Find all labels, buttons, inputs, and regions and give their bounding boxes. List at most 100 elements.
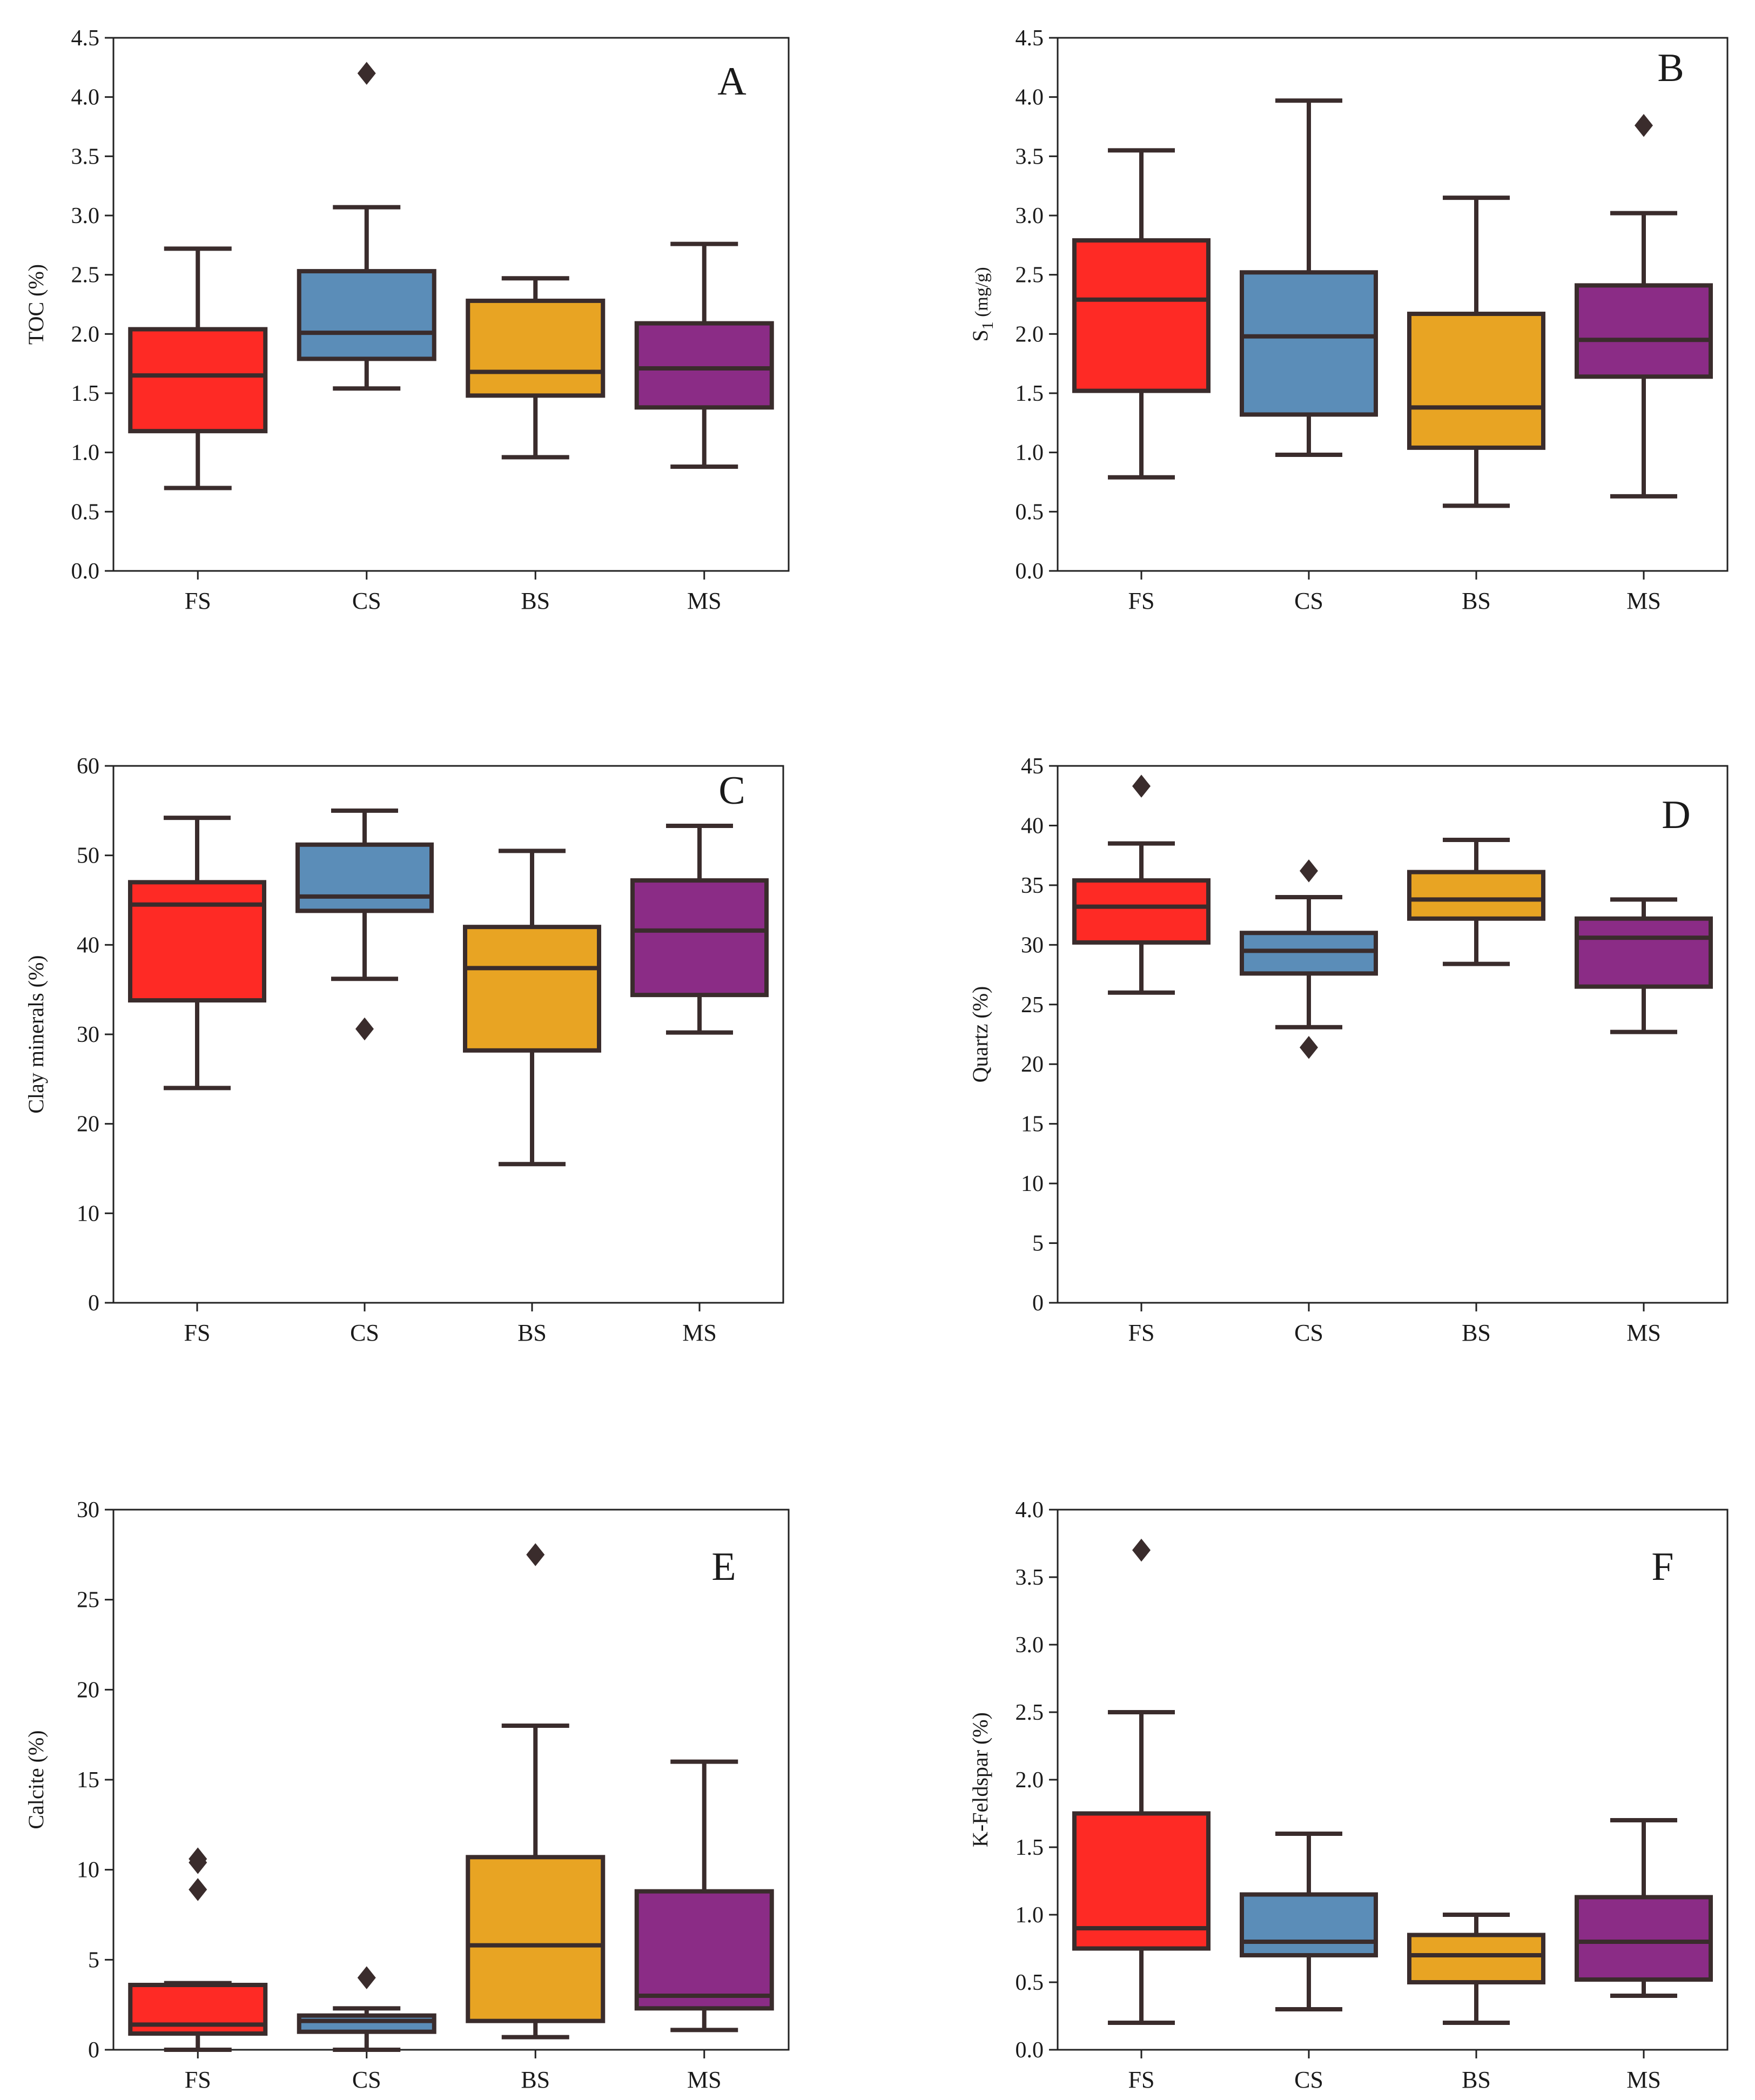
y-tick-label: 40 xyxy=(77,933,99,958)
chart-panel-b: 0.0 0.5 1.0 1.5 2.0 2.5 3.0 3.5 4.0 4.5 FS CS BS MS S1… xyxy=(968,26,1729,614)
y-tick-label: 4.0 xyxy=(71,85,100,110)
y-tick-label: 1.0 xyxy=(71,441,100,466)
y-tick-label: 25 xyxy=(1021,993,1044,1018)
chart-panel-c: 0 10 20 30 40 50 60 FS CS BS MS Clay minerals (%) C xyxy=(24,754,784,1346)
y-tick-label: 10 xyxy=(1021,1172,1044,1196)
y-tick-label: 3.0 xyxy=(1016,1633,1044,1658)
y-tick-label: 4.5 xyxy=(71,26,100,51)
y-tick-label: 1.5 xyxy=(1016,1835,1044,1860)
box-fs xyxy=(128,246,268,490)
box-ms xyxy=(634,241,774,469)
y-tick-label: 0.0 xyxy=(71,559,100,584)
y-tick-label: 40 xyxy=(1021,813,1044,838)
y-axis-label: TOC (%) xyxy=(24,264,48,345)
box-ms xyxy=(1575,897,1713,1034)
y-tick-label: 30 xyxy=(77,1498,99,1523)
outlier-marker xyxy=(357,1966,376,1989)
box-body xyxy=(630,878,769,998)
x-tick-label-bs: BS xyxy=(1462,2067,1491,2093)
x-tick-label-cs: CS xyxy=(1294,588,1323,614)
x-tick-label-fs: FS xyxy=(185,588,211,614)
box-bs xyxy=(1407,837,1545,966)
box-body xyxy=(1575,283,1713,379)
panel-letter: F xyxy=(1651,1545,1673,1589)
box-body xyxy=(1240,931,1378,976)
x-tick-label-fs: FS xyxy=(1128,588,1155,614)
y-tick-label: 1.5 xyxy=(1016,381,1044,406)
y-tick-label: 60 xyxy=(77,754,99,779)
box-body xyxy=(634,1889,774,2011)
y-tick-label: 0.5 xyxy=(71,500,100,524)
box-body xyxy=(1072,1811,1211,1951)
y-tick-label: 3.5 xyxy=(1016,1565,1044,1590)
x-tick-label-cs: CS xyxy=(352,588,381,614)
y-tick-label: 4.0 xyxy=(1016,1498,1044,1523)
y-tick-label: 0 xyxy=(88,1291,99,1316)
chart-panel-a: 0.0 0.5 1.0 1.5 2.0 2.5 3.0 3.5 4.0 4.5 FS CS BS MS TO… xyxy=(24,26,790,614)
y-tick-label: 20 xyxy=(77,1678,99,1702)
y-tick-label: 35 xyxy=(1021,873,1044,898)
outlier-marker xyxy=(1300,859,1318,883)
box-fs xyxy=(128,1847,268,2052)
box-fs xyxy=(1072,148,1211,480)
y-tick-label: 0.5 xyxy=(1016,1970,1044,1995)
panel-letter: D xyxy=(1662,793,1690,837)
x-tick-label-cs: CS xyxy=(1294,1320,1323,1346)
outlier-marker xyxy=(357,62,376,85)
panel-letter: E xyxy=(711,1545,736,1589)
y-tick-label: 4.5 xyxy=(1016,26,1044,51)
panel-letter: B xyxy=(1657,46,1684,90)
y-tick-label: 2.5 xyxy=(1016,263,1044,288)
chart-panel-d: 0 5 10 15 20 25 30 35 40 45 FS CS BS MS Quartz (%) D xyxy=(968,754,1729,1346)
box-cs xyxy=(1240,1832,1378,2011)
y-tick-label: 15 xyxy=(77,1768,99,1793)
outlier-marker xyxy=(1300,1036,1318,1059)
y-tick-label: 0.0 xyxy=(1016,559,1044,584)
box-ms xyxy=(1575,114,1713,499)
outlier-marker xyxy=(1132,775,1151,798)
y-tick-label: 25 xyxy=(77,1588,99,1613)
box-cs xyxy=(297,62,436,391)
y-tick-label: 1.5 xyxy=(71,381,100,406)
box-fs xyxy=(1072,1538,1211,2025)
y-tick-label: 30 xyxy=(1021,933,1044,958)
box-body xyxy=(1407,870,1545,921)
y-tick-label: 0.0 xyxy=(1016,2038,1044,2063)
box-body xyxy=(1240,270,1378,417)
box-fs xyxy=(1072,775,1211,995)
x-tick-label-cs: CS xyxy=(350,1320,379,1346)
box-body xyxy=(1240,1892,1378,1957)
y-tick-label: 20 xyxy=(77,1112,99,1137)
y-tick-label: 2.5 xyxy=(71,263,100,288)
box-body xyxy=(295,842,434,913)
outlier-marker xyxy=(1132,1538,1151,1562)
box-cs xyxy=(297,1966,436,2052)
box-fs xyxy=(128,816,266,1091)
y-tick-label: 10 xyxy=(77,1858,99,1883)
box-body xyxy=(1575,916,1713,989)
chart-panel-f: 0.0 0.5 1.0 1.5 2.0 2.5 3.0 3.5 4.0 FS CS BS MS K-Fel… xyxy=(968,1498,1729,2093)
y-tick-label: 45 xyxy=(1021,754,1044,779)
y-tick-label: 5 xyxy=(1032,1231,1044,1256)
box-body xyxy=(1072,878,1211,945)
panel-letter: C xyxy=(718,769,745,813)
y-tick-label: 2.0 xyxy=(1016,1768,1044,1793)
box-body xyxy=(1575,1895,1713,1982)
outlier-marker xyxy=(189,1878,207,1901)
outlier-marker xyxy=(189,1851,207,1874)
x-tick-label-ms: MS xyxy=(1626,588,1661,614)
box-bs xyxy=(1407,1913,1545,2025)
box-body xyxy=(128,880,266,1003)
y-tick-label: 2.0 xyxy=(71,322,100,347)
y-tick-label: 0 xyxy=(1032,1291,1044,1316)
y-tick-label: 0 xyxy=(88,2038,99,2063)
x-tick-label-cs: CS xyxy=(352,2067,381,2093)
y-tick-label: 10 xyxy=(77,1201,99,1226)
x-tick-label-ms: MS xyxy=(687,588,722,614)
y-tick-label: 3.5 xyxy=(1016,144,1044,169)
box-body xyxy=(634,321,774,410)
x-tick-label-bs: BS xyxy=(521,588,550,614)
y-tick-label: 3.0 xyxy=(71,204,100,228)
y-axis-label: K-Feldspar (%) xyxy=(968,1712,992,1847)
box-body xyxy=(463,925,601,1053)
